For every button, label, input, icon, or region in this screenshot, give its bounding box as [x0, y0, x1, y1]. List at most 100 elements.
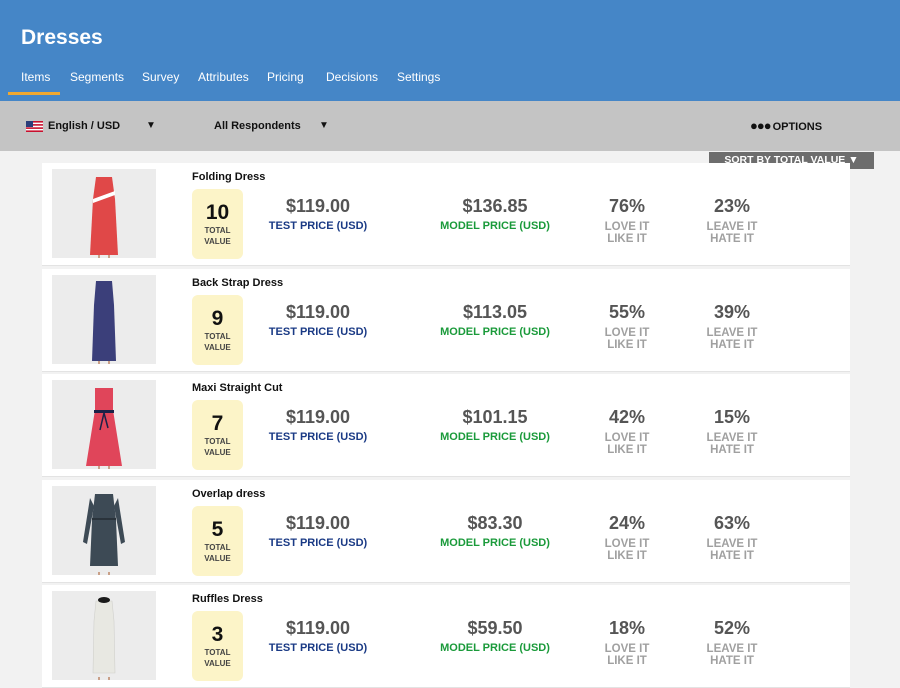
total-value-badge: 9 TOTAL VALUE	[192, 294, 243, 365]
total-value-label-1: TOTAL	[204, 331, 231, 341]
model-price-value: $113.05	[462, 301, 528, 322]
model-price-label: MODEL PRICE (USD)	[440, 431, 550, 443]
model-price-value: $83.30	[467, 512, 523, 533]
item-thumbnail[interactable]	[52, 380, 156, 469]
dress-image	[52, 591, 156, 680]
leave-it-label: LEAVE IT	[706, 537, 758, 550]
model-price-value: $59.50	[467, 618, 523, 638]
item-card[interactable]: Back Strap Dress 9 TOTAL VALUE $119.00 T…	[42, 268, 850, 372]
hate-it-label: HATE IT	[710, 338, 754, 351]
app-header: Dresses Items Segments Survey Attributes…	[0, 0, 900, 101]
active-tab-indicator	[8, 92, 60, 95]
item-card[interactable]: Overlap dress 5 TOTAL VALUE $119.00 TEST…	[42, 479, 850, 583]
leave-it-label: LEAVE IT	[706, 432, 758, 444]
item-name: Ruffles Dress	[192, 593, 263, 605]
tab-pricing[interactable]: Pricing	[267, 70, 304, 84]
test-price-label: TEST PRICE (USD)	[268, 536, 368, 549]
total-value-number: 5	[211, 517, 224, 541]
test-price-label: TEST PRICE (USD)	[268, 220, 368, 232]
dress-image	[52, 485, 156, 575]
total-value-badge: 3 TOTAL VALUE	[192, 611, 243, 681]
test-price-label: TEST PRICE (USD)	[268, 642, 368, 654]
tab-decisions[interactable]: Decisions	[326, 70, 379, 84]
like-it-label: LIKE IT	[607, 233, 647, 245]
total-value-label-1: TOTAL	[204, 542, 231, 552]
options-label: OPTIONS	[772, 121, 823, 133]
total-value-badge: 7 TOTAL VALUE	[192, 400, 243, 470]
model-price-label: MODEL PRICE (USD)	[440, 325, 550, 338]
respondents-select[interactable]: All Respondents	[214, 120, 301, 132]
total-value-label-1: TOTAL	[204, 437, 231, 446]
leave-it-percent: 52%	[713, 618, 751, 638]
test-price-label: TEST PRICE (USD)	[268, 325, 368, 338]
tab-bar: Items Segments Survey Attributes Pricing…	[0, 70, 900, 98]
total-value-label-2: VALUE	[204, 237, 231, 246]
leave-it-percent: 23%	[713, 196, 751, 216]
test-price-value: $119.00	[285, 512, 351, 533]
model-price-label: MODEL PRICE (USD)	[440, 536, 550, 549]
item-thumbnail[interactable]	[52, 274, 156, 364]
leave-it-percent: 15%	[713, 407, 751, 427]
dress-image	[52, 169, 156, 258]
tab-survey[interactable]: Survey	[142, 70, 180, 84]
leave-it-label: LEAVE IT	[706, 643, 758, 655]
tab-settings[interactable]: Settings	[397, 70, 441, 84]
test-price-value: $119.00	[285, 196, 351, 216]
total-value-label-2: VALUE	[204, 448, 231, 457]
tab-segments[interactable]: Segments	[70, 70, 125, 84]
tab-items[interactable]: Items	[21, 70, 51, 84]
love-it-label: LOVE IT	[604, 326, 650, 339]
like-it-label: LIKE IT	[607, 655, 647, 667]
hate-it-label: HATE IT	[710, 444, 754, 456]
love-it-label: LOVE IT	[604, 432, 650, 444]
hate-it-label: HATE IT	[710, 655, 754, 667]
us-flag-icon	[26, 121, 43, 132]
item-thumbnail[interactable]	[52, 169, 156, 258]
item-name: Folding Dress	[192, 171, 266, 183]
total-value-label-1: TOTAL	[204, 648, 231, 657]
item-card[interactable]: Folding Dress 10 TOTAL VALUE $119.00 TES…	[42, 163, 850, 266]
leave-it-label: LEAVE IT	[706, 326, 758, 339]
total-value-label-2: VALUE	[204, 659, 231, 668]
language-dropdown-icon[interactable]: ▼	[146, 120, 156, 131]
love-it-percent: 55%	[608, 301, 646, 322]
total-value-number: 9	[211, 306, 224, 330]
love-it-label: LOVE IT	[604, 221, 650, 233]
dress-image	[52, 380, 156, 469]
toolbar: English / USD ▼ All Respondents ▼ ●●● OPT…	[0, 101, 900, 151]
model-price-value: $136.85	[462, 196, 528, 216]
hate-it-label: HATE IT	[710, 549, 754, 562]
leave-it-percent: 39%	[713, 301, 751, 322]
model-price-value: $101.15	[462, 407, 528, 427]
love-it-label: LOVE IT	[604, 537, 650, 550]
total-value-label-2: VALUE	[204, 342, 231, 352]
like-it-label: LIKE IT	[607, 549, 647, 562]
total-value-badge: 10 TOTAL VALUE	[192, 189, 243, 259]
item-card[interactable]: Maxi Straight Cut 7 TOTAL VALUE $119.00 …	[42, 374, 850, 477]
like-it-label: LIKE IT	[607, 444, 647, 456]
dress-image	[52, 274, 156, 364]
total-value-badge: 5 TOTAL VALUE	[192, 505, 243, 576]
total-value-number: 3	[211, 623, 224, 646]
more-dots-icon: ●●●	[750, 118, 772, 133]
love-it-label: LOVE IT	[604, 643, 650, 655]
language-select[interactable]: English / USD	[48, 120, 121, 132]
total-value-label-1: TOTAL	[204, 226, 231, 235]
item-name: Back Strap Dress	[192, 276, 284, 289]
tab-attributes[interactable]: Attributes	[198, 70, 249, 84]
test-price-value: $119.00	[285, 301, 351, 322]
total-value-label-2: VALUE	[204, 553, 231, 563]
respondents-dropdown-icon[interactable]: ▼	[319, 120, 329, 131]
item-card[interactable]: Ruffles Dress 3 TOTAL VALUE $119.00 TEST…	[42, 585, 850, 688]
options-button[interactable]: ●●● OPTIONS	[750, 118, 822, 133]
item-name: Maxi Straight Cut	[192, 382, 283, 394]
model-price-label: MODEL PRICE (USD)	[440, 642, 550, 654]
hate-it-label: HATE IT	[710, 233, 754, 245]
item-thumbnail[interactable]	[52, 591, 156, 680]
love-it-percent: 24%	[608, 512, 646, 533]
item-thumbnail[interactable]	[52, 485, 156, 575]
model-price-label: MODEL PRICE (USD)	[440, 220, 550, 232]
total-value-number: 7	[211, 412, 224, 435]
total-value-number: 10	[205, 201, 230, 224]
leave-it-percent: 63%	[713, 512, 751, 533]
